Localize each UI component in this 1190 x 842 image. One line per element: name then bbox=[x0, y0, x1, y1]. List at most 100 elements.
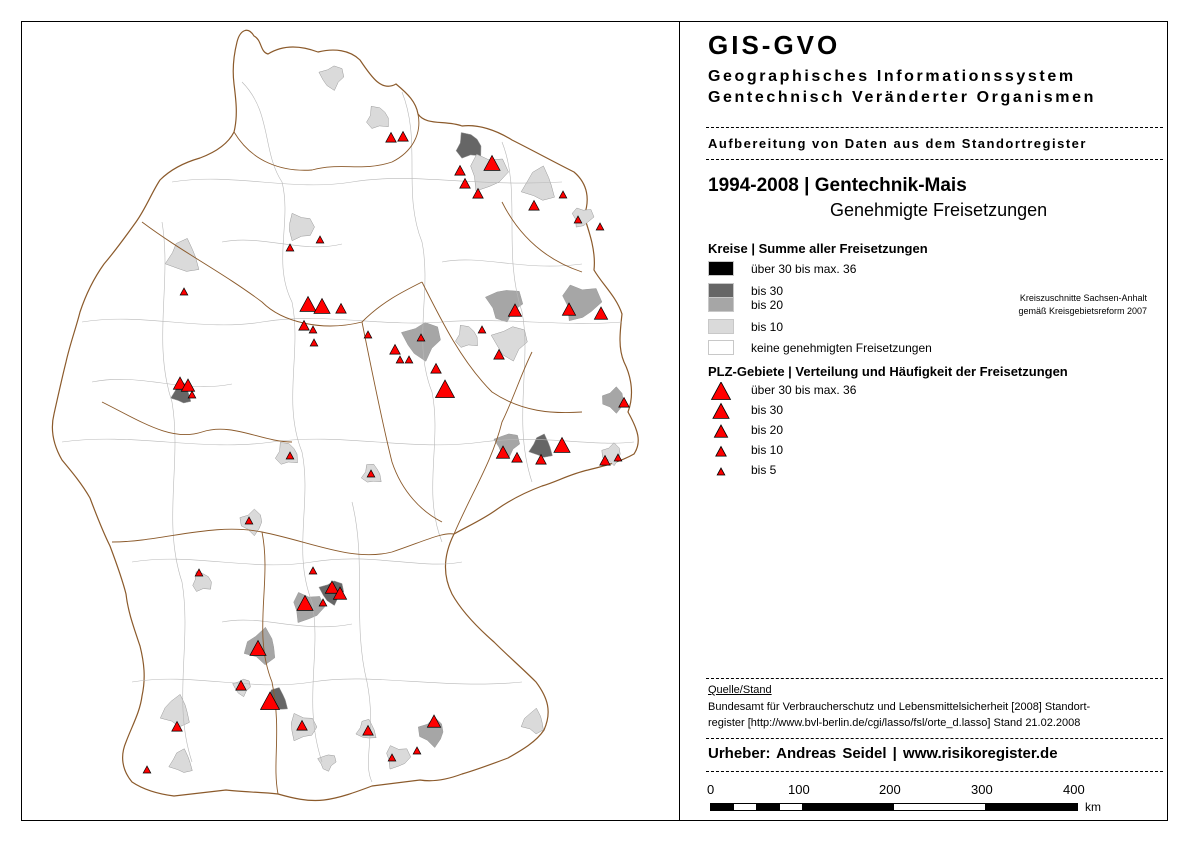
divider-dashed bbox=[706, 127, 1163, 128]
plz-triangle-marker[interactable] bbox=[235, 679, 247, 691]
note-line2: gemäß Kreisgebietsreform 2007 bbox=[1018, 306, 1147, 316]
plz-triangle-marker[interactable] bbox=[194, 568, 204, 577]
shaded-district bbox=[317, 754, 337, 772]
plz-triangle-marker[interactable] bbox=[599, 454, 611, 466]
plz-triangle-marker[interactable] bbox=[308, 566, 318, 575]
plz-triangle-marker[interactable] bbox=[593, 306, 609, 320]
divider-dashed bbox=[706, 159, 1163, 160]
germany-outline bbox=[51, 29, 639, 802]
shaded-district bbox=[602, 386, 624, 414]
source-line1: Bundesamt für Verbraucherschutz und Lebe… bbox=[708, 701, 1091, 713]
scale-unit: km bbox=[1085, 800, 1101, 814]
triangle-icon bbox=[716, 467, 726, 476]
plz-triangle-marker[interactable] bbox=[395, 355, 405, 364]
map-frame bbox=[21, 21, 1168, 821]
germany-map[interactable] bbox=[22, 22, 678, 820]
plz-triangle-marker[interactable] bbox=[285, 243, 295, 252]
plz-triangle-marker[interactable] bbox=[315, 235, 325, 244]
scale-segment bbox=[711, 804, 734, 810]
scale-segment bbox=[733, 804, 757, 810]
plz-triangle-marker[interactable] bbox=[535, 453, 547, 465]
plz-markers bbox=[142, 130, 630, 774]
plz-triangle-marker[interactable] bbox=[332, 586, 348, 600]
legend-label: über 30 bis max. 36 bbox=[751, 383, 857, 397]
plz-triangle-marker[interactable] bbox=[511, 451, 523, 463]
plz-triangle-marker[interactable] bbox=[430, 362, 442, 374]
legend-label: keine genehmigten Freisetzungen bbox=[751, 341, 932, 355]
aufbereitung-text: Aufbereitung von Daten aus dem Standortr… bbox=[708, 136, 1087, 151]
plz-triangle-marker[interactable] bbox=[285, 451, 295, 460]
plz-triangle-marker[interactable] bbox=[172, 376, 188, 390]
triangle-icon bbox=[712, 402, 730, 419]
plz-triangle-marker[interactable] bbox=[179, 287, 189, 296]
plz-triangle-marker[interactable] bbox=[296, 594, 314, 611]
plz-triangle-marker[interactable] bbox=[426, 714, 442, 728]
plz-triangle-marker[interactable] bbox=[335, 302, 347, 314]
plz-triangle-marker[interactable] bbox=[366, 469, 376, 478]
source-heading: Quelle/Stand bbox=[708, 684, 772, 696]
plz-triangle-marker[interactable] bbox=[299, 295, 317, 312]
plz-triangle-marker[interactable] bbox=[416, 333, 426, 342]
plz-triangle-marker[interactable] bbox=[387, 753, 397, 762]
plz-triangle-marker[interactable] bbox=[528, 199, 540, 211]
author-line[interactable]: Urheber: Andreas Seidel | www.risikoregi… bbox=[708, 745, 1058, 762]
plz-triangle-marker[interactable] bbox=[309, 338, 319, 347]
shaded-district bbox=[164, 238, 200, 272]
scale-segment bbox=[985, 804, 1077, 810]
plz-triangle-marker[interactable] bbox=[142, 765, 152, 774]
plz-triangle-marker[interactable] bbox=[459, 177, 471, 189]
plz-triangle-marker[interactable] bbox=[495, 445, 511, 459]
plz-triangle-marker[interactable] bbox=[454, 164, 466, 176]
plz-triangle-marker[interactable] bbox=[561, 302, 577, 316]
plz-triangle-marker[interactable] bbox=[483, 154, 501, 171]
plz-triangle-marker[interactable] bbox=[397, 130, 409, 142]
legend-label: bis 30 bbox=[751, 284, 784, 298]
plz-triangle-marker[interactable] bbox=[187, 390, 197, 399]
plz-triangle-marker[interactable] bbox=[404, 355, 414, 364]
plz-triangle-marker[interactable] bbox=[298, 319, 310, 331]
shaded-district bbox=[455, 132, 482, 159]
scale-segment bbox=[894, 804, 986, 810]
shaded-district bbox=[386, 745, 411, 770]
plz-triangle-marker[interactable] bbox=[507, 303, 523, 317]
topic-subject: Genehmigte Freisetzungen bbox=[830, 200, 1048, 220]
plz-triangle-marker[interactable] bbox=[313, 297, 331, 314]
plz-triangle-marker[interactable] bbox=[308, 325, 318, 334]
plz-triangle-marker[interactable] bbox=[618, 396, 630, 408]
shaded-district bbox=[520, 707, 544, 735]
shaded-district bbox=[366, 106, 389, 129]
triangle-icon bbox=[713, 424, 729, 438]
shaded-district bbox=[455, 325, 478, 348]
plz-triangle-marker[interactable] bbox=[573, 215, 583, 224]
plz-triangle-marker[interactable] bbox=[249, 639, 267, 656]
plz-triangle-marker[interactable] bbox=[180, 378, 196, 392]
note-line1: Kreiszuschnitte Sachsen-Anhalt bbox=[1019, 293, 1147, 303]
plz-triangle-marker[interactable] bbox=[363, 330, 373, 339]
plz-triangle-marker[interactable] bbox=[385, 131, 397, 143]
plz-triangle-marker[interactable] bbox=[259, 691, 281, 710]
plz-triangle-marker[interactable] bbox=[477, 325, 487, 334]
plz-triangle-marker[interactable] bbox=[362, 724, 374, 736]
plz-triangle-marker[interactable] bbox=[434, 379, 456, 398]
plz-triangle-marker[interactable] bbox=[318, 598, 328, 607]
plz-triangle-marker[interactable] bbox=[613, 453, 623, 462]
plz-triangle-marker[interactable] bbox=[171, 720, 183, 732]
state-borders bbox=[101, 113, 583, 795]
scale-segment bbox=[802, 804, 894, 810]
scale-segment bbox=[779, 804, 803, 810]
plz-triangle-marker[interactable] bbox=[595, 222, 605, 231]
kreise-legend-title: Kreise | Summe aller Freisetzungen bbox=[708, 241, 928, 256]
shaded-district bbox=[192, 571, 212, 592]
plz-triangle-marker[interactable] bbox=[472, 187, 484, 199]
plz-triangle-marker[interactable] bbox=[389, 343, 401, 355]
source-line2: register [http://www.bvl-berlin.de/cgi/l… bbox=[708, 717, 1081, 729]
triangle-icon bbox=[715, 445, 727, 457]
plz-triangle-marker[interactable] bbox=[244, 516, 254, 525]
plz-triangle-marker[interactable] bbox=[324, 580, 340, 594]
plz-triangle-marker[interactable] bbox=[553, 436, 571, 453]
plz-triangle-marker[interactable] bbox=[412, 746, 422, 755]
plz-triangle-marker[interactable] bbox=[493, 348, 505, 360]
plz-legend-title: PLZ-Gebiete | Verteilung und Häufigkeit … bbox=[708, 364, 1068, 379]
plz-triangle-marker[interactable] bbox=[558, 190, 568, 199]
plz-triangle-marker[interactable] bbox=[296, 719, 308, 731]
